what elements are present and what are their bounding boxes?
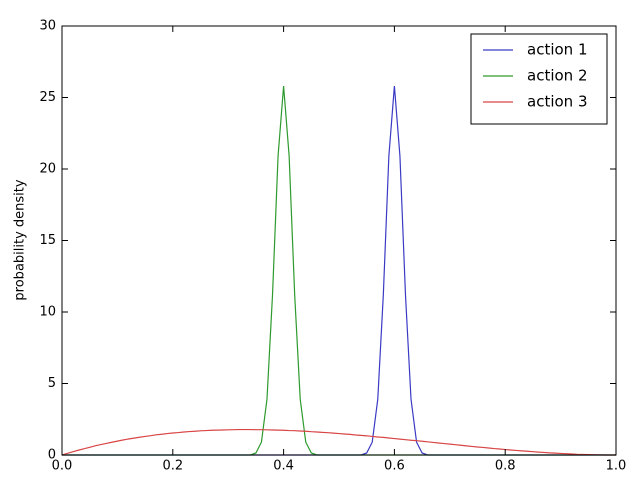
y-tick-label: 0 (48, 448, 56, 463)
x-tick-label: 0.6 (384, 459, 405, 474)
x-tick-label: 0.2 (162, 459, 183, 474)
line (62, 86, 616, 456)
y-tick-label: 25 (39, 90, 56, 105)
y-tick-label: 10 (39, 305, 56, 320)
y-tick-label: 5 (48, 376, 56, 391)
legend-label: action 1 (527, 41, 587, 59)
legend-label: action 3 (527, 93, 587, 111)
line (61, 428, 616, 456)
y-tick-label: 15 (39, 233, 56, 248)
y-tick-label: 20 (39, 162, 56, 177)
y-tick-label: 30 (39, 19, 56, 34)
x-tick-label: 0.8 (495, 459, 516, 474)
legend: action 1 action 2 action 3 (470, 33, 608, 125)
line (62, 86, 616, 456)
legend-box (470, 33, 608, 125)
y-axis-label: probability density (13, 179, 28, 300)
x-tick-label: 0.0 (52, 459, 73, 474)
x-tick-label: 1.0 (606, 459, 627, 474)
x-tick-label: 0.4 (273, 459, 294, 474)
legend-label: action 2 (527, 67, 587, 85)
